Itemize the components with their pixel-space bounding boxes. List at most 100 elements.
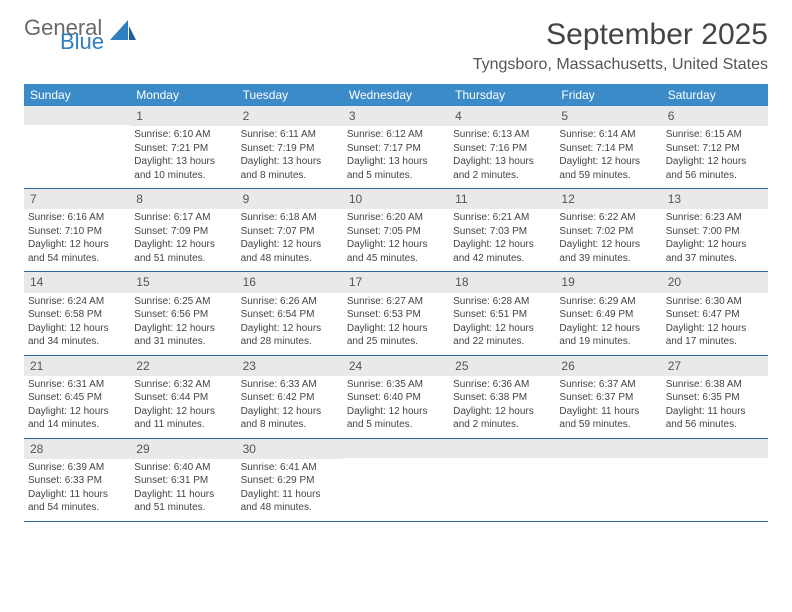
daylight-line: Daylight: 12 hours and 5 minutes. (347, 405, 445, 432)
daylight-line: Daylight: 12 hours and 37 minutes. (666, 238, 764, 265)
day-number: 30 (237, 439, 343, 459)
weeks-container: 1Sunrise: 6:10 AMSunset: 7:21 PMDaylight… (24, 106, 768, 522)
empty-cell (24, 106, 130, 188)
day-number: 11 (449, 189, 555, 209)
day-number: 21 (24, 356, 130, 376)
day-cell: 9 Sunrise: 6:18 AMSunset: 7:07 PMDaylight… (237, 189, 343, 271)
day-cell: 8 Sunrise: 6:17 AMSunset: 7:09 PMDaylight… (130, 189, 236, 271)
day-number: 29 (130, 439, 236, 459)
day-number: 8 (130, 189, 236, 209)
sunrise-line: Sunrise: 6:25 AM (134, 295, 232, 309)
weekday-header: SundayMondayTuesdayWednesdayThursdayFrid… (24, 84, 768, 106)
sunset-line: Sunset: 6:38 PM (453, 391, 551, 405)
day-number: 6 (662, 106, 768, 126)
sunrise-line: Sunrise: 6:35 AM (347, 378, 445, 392)
daylight-line: Daylight: 13 hours and 10 minutes. (134, 155, 232, 182)
day-cell: 19Sunrise: 6:29 AMSunset: 6:49 PMDayligh… (555, 272, 661, 354)
weekday-cell: Tuesday (237, 84, 343, 106)
sunrise-line: Sunrise: 6:32 AM (134, 378, 232, 392)
weekday-cell: Saturday (662, 84, 768, 106)
sunrise-line: Sunrise: 6:27 AM (347, 295, 445, 309)
sunset-line: Sunset: 7:07 PM (241, 225, 339, 239)
sunset-line: Sunset: 6:49 PM (559, 308, 657, 322)
sunrise-line: Sunrise: 6:37 AM (559, 378, 657, 392)
day-cell: 5Sunrise: 6:14 AMSunset: 7:14 PMDaylight… (555, 106, 661, 188)
sunset-line: Sunset: 7:03 PM (453, 225, 551, 239)
day-number: 2 (237, 106, 343, 126)
day-cell: 3 Sunrise: 6:12 AMSunset: 7:17 PMDaylight… (343, 106, 449, 188)
daylight-line: Daylight: 12 hours and 42 minutes. (453, 238, 551, 265)
sunset-line: Sunset: 6:47 PM (666, 308, 764, 322)
sunrise-line: Sunrise: 6:31 AM (28, 378, 126, 392)
day-cell: 2Sunrise: 6:11 AMSunset: 7:19 PMDaylight… (237, 106, 343, 188)
daylight-line: Daylight: 12 hours and 54 minutes. (28, 238, 126, 265)
day-cell: 1Sunrise: 6:10 AMSunset: 7:21 PMDaylight… (130, 106, 236, 188)
daylight-line: Daylight: 13 hours and 5 minutes. (347, 155, 445, 182)
sunset-line: Sunset: 7:10 PM (28, 225, 126, 239)
daylight-line: Daylight: 12 hours and 34 minutes. (28, 322, 126, 349)
weekday-cell: Sunday (24, 84, 130, 106)
week-row: 28Sunrise: 6:39 AMSunset: 6:33 PMDayligh… (24, 439, 768, 522)
day-number: 16 (237, 272, 343, 292)
sunset-line: Sunset: 6:35 PM (666, 391, 764, 405)
week-row: 1Sunrise: 6:10 AMSunset: 7:21 PMDaylight… (24, 106, 768, 189)
sunrise-line: Sunrise: 6:16 AM (28, 211, 126, 225)
sunrise-line: Sunrise: 6:14 AM (559, 128, 657, 142)
month-title: September 2025 (473, 18, 768, 52)
sunrise-line: Sunrise: 6:18 AM (241, 211, 339, 225)
empty-band (662, 439, 768, 458)
day-cell: 24Sunrise: 6:35 AMSunset: 6:40 PMDayligh… (343, 356, 449, 438)
day-number: 24 (343, 356, 449, 376)
sunrise-line: Sunrise: 6:30 AM (666, 295, 764, 309)
day-cell: 15Sunrise: 6:25 AMSunset: 6:56 PMDayligh… (130, 272, 236, 354)
sunrise-line: Sunrise: 6:33 AM (241, 378, 339, 392)
empty-cell (449, 439, 555, 521)
day-cell: 23Sunrise: 6:33 AMSunset: 6:42 PMDayligh… (237, 356, 343, 438)
day-cell: 7Sunrise: 6:16 AMSunset: 7:10 PMDaylight… (24, 189, 130, 271)
week-row: 21 Sunrise: 6:31 AMSunset: 6:45 PM Dayligh… (24, 356, 768, 439)
day-number: 1 (130, 106, 236, 126)
sunrise-line: Sunrise: 6:40 AM (134, 461, 232, 475)
sunset-line: Sunset: 7:16 PM (453, 142, 551, 156)
day-cell: 10Sunrise: 6:20 AMSunset: 7:05 PMDayligh… (343, 189, 449, 271)
weekday-cell: Wednesday (343, 84, 449, 106)
day-cell: 13Sunrise: 6:23 AMSunset: 7:00 PMDayligh… (662, 189, 768, 271)
daylight-line: Daylight: 12 hours and 31 minutes. (134, 322, 232, 349)
calendar: SundayMondayTuesdayWednesdayThursdayFrid… (24, 84, 768, 522)
daylight-line: Daylight: 12 hours and 56 minutes. (666, 155, 764, 182)
day-number: 3 (343, 106, 449, 126)
day-cell: 6Sunrise: 6:15 AMSunset: 7:12 PMDaylight… (662, 106, 768, 188)
sunset-line: Sunset: 7:17 PM (347, 142, 445, 156)
sunrise-line: Sunrise: 6:22 AM (559, 211, 657, 225)
day-number: 19 (555, 272, 661, 292)
daylight-line: Daylight: 12 hours and 45 minutes. (347, 238, 445, 265)
daylight-line: Daylight: 12 hours and 48 minutes. (241, 238, 339, 265)
empty-cell (343, 439, 449, 521)
day-cell: 14Sunrise: 6:24 AMSunset: 6:58 PMDayligh… (24, 272, 130, 354)
day-cell: 12Sunrise: 6:22 AMSunset: 7:02 PMDayligh… (555, 189, 661, 271)
day-number: 26 (555, 356, 661, 376)
sunrise-line: Sunrise: 6:41 AM (241, 461, 339, 475)
sunset-line: Sunset: 6:53 PM (347, 308, 445, 322)
sunset-line: Sunset: 6:45 PM (28, 391, 126, 405)
daylight-line: Daylight: 11 hours and 48 minutes. (241, 488, 339, 515)
sunrise-line: Sunrise: 6:17 AM (134, 211, 232, 225)
sunrise-line: Sunrise: 6:39 AM (28, 461, 126, 475)
daylight-line: Daylight: 12 hours and 51 minutes. (134, 238, 232, 265)
sunset-line: Sunset: 6:29 PM (241, 474, 339, 488)
daylight-line: Daylight: 11 hours and 59 minutes. (559, 405, 657, 432)
sunset-line: Sunset: 7:05 PM (347, 225, 445, 239)
sunrise-line: Sunrise: 6:10 AM (134, 128, 232, 142)
sunrise-line: Sunrise: 6:12 AM (347, 128, 445, 142)
location: Tyngsboro, Massachusetts, United States (473, 56, 768, 74)
daylight-line: Daylight: 11 hours and 56 minutes. (666, 405, 764, 432)
sunset-line: Sunset: 6:37 PM (559, 391, 657, 405)
daylight-line: Daylight: 13 hours and 2 minutes. (453, 155, 551, 182)
day-number: 4 (449, 106, 555, 126)
sunrise-line: Sunrise: 6:38 AM (666, 378, 764, 392)
day-number: 25 (449, 356, 555, 376)
sunset-line: Sunset: 7:09 PM (134, 225, 232, 239)
day-cell: 25Sunrise: 6:36 AMSunset: 6:38 PMDayligh… (449, 356, 555, 438)
day-number: 9 (237, 189, 343, 209)
daylight-line: Daylight: 12 hours and 17 minutes. (666, 322, 764, 349)
